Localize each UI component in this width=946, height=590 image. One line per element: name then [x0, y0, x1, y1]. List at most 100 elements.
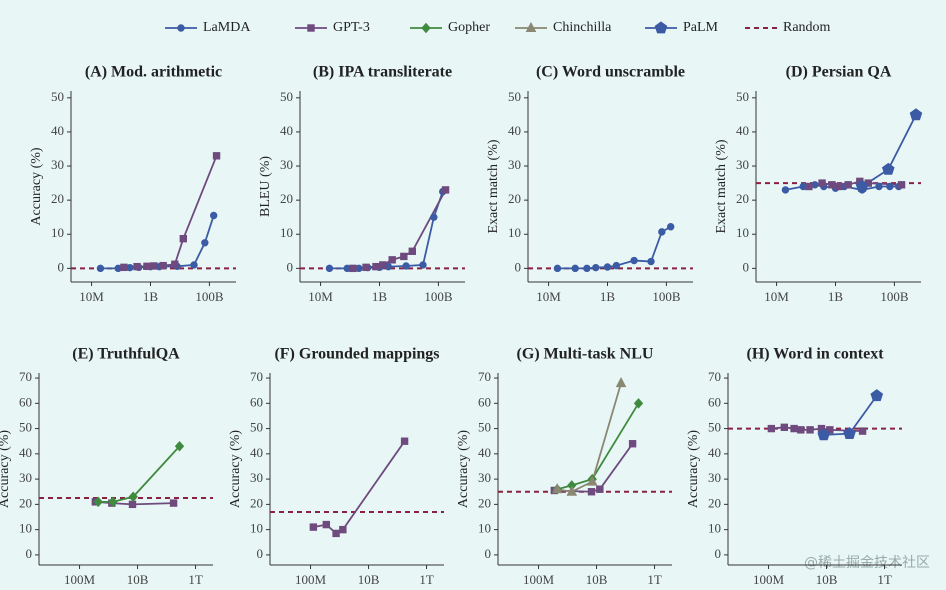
- legend-label: Gopher: [448, 20, 490, 35]
- y-tick-label: 20: [478, 495, 491, 510]
- marker: [780, 423, 789, 432]
- x-tick-label: 100B: [880, 289, 909, 304]
- legend-label: LaMDA: [203, 20, 251, 35]
- y-tick-label: 30: [250, 470, 263, 485]
- y-tick-label: 40: [250, 445, 263, 460]
- x-tick-label: 10B: [586, 572, 608, 587]
- x-tick-label: 100M: [753, 572, 785, 587]
- y-tick-label: 40: [478, 445, 491, 460]
- y-tick-label: 50: [250, 420, 263, 435]
- y-tick-label: 0: [743, 259, 750, 274]
- marker: [133, 262, 141, 271]
- y-tick-label: 40: [708, 445, 721, 460]
- marker: [835, 182, 843, 191]
- chart-title: (A) Mod. arithmetic: [85, 64, 222, 81]
- x-tick-label: 10B: [358, 572, 380, 587]
- marker: [525, 21, 537, 32]
- x-tick-label: 100M: [523, 572, 555, 587]
- y-tick-label: 10: [19, 521, 32, 536]
- marker: [128, 491, 138, 503]
- chart-title: (F) Grounded mappings: [274, 346, 439, 363]
- x-tick-label: 100B: [195, 289, 224, 304]
- x-tick-label: 10M: [308, 289, 333, 304]
- y-tick-label: 60: [19, 394, 32, 409]
- y-tick-label: 0: [287, 259, 294, 274]
- marker: [190, 261, 198, 269]
- marker: [372, 262, 380, 271]
- marker: [805, 182, 813, 191]
- marker: [811, 181, 819, 189]
- marker: [171, 260, 179, 268]
- marker: [201, 239, 209, 247]
- x-tick-label: 1B: [600, 289, 616, 304]
- marker: [307, 24, 315, 32]
- x-tick-label: 100B: [424, 289, 453, 304]
- y-tick-label: 50: [736, 89, 749, 104]
- marker: [592, 263, 600, 272]
- marker: [400, 252, 408, 261]
- y-tick-label: 40: [736, 123, 749, 138]
- marker: [150, 262, 158, 270]
- y-tick-label: 50: [508, 89, 521, 104]
- marker: [603, 263, 612, 271]
- marker: [126, 263, 134, 272]
- y-tick-label: 0: [485, 546, 492, 561]
- marker: [120, 263, 128, 272]
- marker: [362, 263, 370, 272]
- x-tick-label: 100M: [295, 572, 327, 587]
- y-axis-label: Accuracy (%): [228, 430, 243, 508]
- y-axis-label: Accuracy (%): [0, 430, 12, 508]
- marker: [881, 162, 895, 175]
- y-tick-label: 30: [708, 470, 721, 485]
- y-tick-label: 60: [250, 394, 263, 409]
- y-axis-label: BLEU (%): [258, 156, 273, 217]
- y-tick-label: 30: [280, 157, 293, 172]
- marker: [128, 500, 137, 509]
- series-line: [557, 225, 672, 270]
- marker: [790, 424, 798, 433]
- y-tick-label: 60: [478, 394, 491, 409]
- marker: [322, 520, 331, 529]
- y-tick-label: 50: [51, 89, 64, 104]
- legend-label: PaLM: [683, 20, 719, 35]
- y-tick-label: 50: [280, 89, 293, 104]
- marker: [355, 264, 363, 273]
- marker: [818, 179, 826, 187]
- marker: [400, 437, 409, 445]
- x-tick-label: 1B: [372, 289, 388, 304]
- y-tick-label: 30: [478, 470, 491, 485]
- y-axis-label: Exact match (%): [486, 139, 501, 233]
- y-tick-label: 0: [58, 259, 65, 274]
- legend-label: GPT-3: [333, 20, 370, 35]
- y-tick-label: 60: [708, 394, 721, 409]
- marker: [875, 182, 883, 191]
- y-tick-label: 70: [708, 369, 721, 384]
- y-tick-label: 20: [708, 495, 721, 510]
- marker: [174, 441, 185, 452]
- y-tick-label: 70: [250, 369, 263, 384]
- x-tick-label: 1T: [188, 572, 203, 587]
- x-tick-label: 10M: [536, 289, 561, 304]
- marker: [767, 424, 776, 433]
- chart-title: (C) Word unscramble: [536, 64, 685, 81]
- y-tick-label: 20: [508, 191, 521, 206]
- chart-title: (G) Multi-task NLU: [517, 346, 654, 363]
- y-tick-label: 10: [708, 521, 721, 536]
- series-line: [556, 402, 640, 491]
- marker: [615, 377, 627, 388]
- marker: [93, 496, 103, 508]
- x-tick-label: 1T: [877, 572, 892, 587]
- series-line: [557, 382, 622, 493]
- marker: [817, 428, 831, 441]
- marker: [419, 261, 427, 269]
- marker: [855, 179, 869, 192]
- marker: [909, 108, 923, 121]
- chart-title: (B) IPA transliterate: [313, 64, 452, 81]
- marker: [169, 499, 178, 507]
- panel: (F) Grounded mappings Accuracy (%) 0 10 20 30…: [228, 346, 444, 587]
- chart-title: (D) Persian QA: [786, 64, 892, 81]
- x-tick-label: 100B: [652, 289, 681, 304]
- panel: (G) Multi-task NLU Accuracy (%) 0 10 20 30 40 5…: [456, 346, 672, 587]
